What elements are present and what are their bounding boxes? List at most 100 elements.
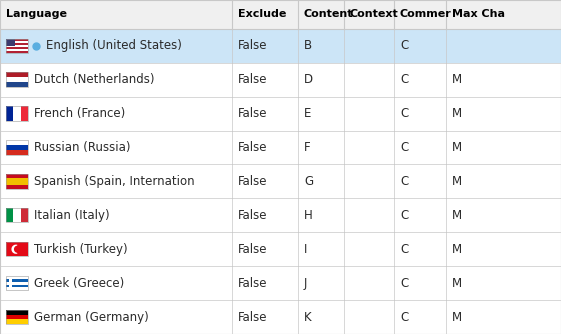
- Bar: [6, 49, 28, 51]
- Bar: [6, 276, 28, 290]
- Text: C: C: [400, 277, 408, 290]
- Bar: [0, 63, 561, 97]
- Text: C: C: [400, 209, 408, 222]
- Text: B: B: [304, 39, 312, 52]
- Text: M: M: [452, 107, 462, 120]
- Text: False: False: [238, 141, 268, 154]
- Bar: [6, 279, 28, 282]
- Bar: [6, 276, 15, 290]
- Text: G: G: [304, 175, 313, 188]
- Text: M: M: [452, 73, 462, 86]
- Bar: [6, 51, 28, 53]
- Text: M: M: [452, 243, 462, 256]
- Text: I: I: [304, 243, 307, 256]
- Bar: [6, 285, 15, 288]
- Circle shape: [14, 245, 21, 253]
- Text: C: C: [400, 141, 408, 154]
- Bar: [0, 198, 561, 232]
- Bar: [6, 82, 28, 87]
- Text: French (France): French (France): [34, 107, 125, 120]
- Bar: [6, 310, 28, 324]
- Bar: [6, 282, 15, 285]
- Bar: [6, 49, 28, 51]
- Text: C: C: [400, 243, 408, 256]
- Bar: [6, 150, 28, 155]
- Bar: [6, 45, 28, 47]
- Text: M: M: [452, 277, 462, 290]
- Text: Commer: Commer: [400, 9, 452, 19]
- Bar: [6, 140, 28, 155]
- Bar: [6, 72, 28, 87]
- Bar: [6, 279, 15, 282]
- Bar: [6, 41, 28, 43]
- Text: Italian (Italy): Italian (Italy): [34, 209, 109, 222]
- Text: False: False: [238, 175, 268, 188]
- Text: Language: Language: [6, 9, 67, 19]
- Bar: [6, 242, 28, 257]
- Text: Context: Context: [350, 9, 399, 19]
- Text: False: False: [238, 277, 268, 290]
- Bar: [6, 208, 28, 222]
- Bar: [6, 282, 15, 285]
- Text: English (United States): English (United States): [46, 39, 182, 52]
- Text: C: C: [400, 39, 408, 52]
- Bar: [6, 282, 15, 285]
- Bar: [0, 131, 561, 164]
- Bar: [6, 288, 28, 290]
- Bar: [6, 276, 15, 279]
- Text: H: H: [304, 209, 312, 222]
- Text: False: False: [238, 73, 268, 86]
- Bar: [9, 276, 12, 290]
- Text: Content: Content: [304, 9, 353, 19]
- Text: M: M: [452, 175, 462, 188]
- Bar: [6, 282, 28, 285]
- Bar: [6, 38, 28, 53]
- Bar: [6, 285, 28, 288]
- Bar: [0, 0, 561, 29]
- Text: Russian (Russia): Russian (Russia): [34, 141, 131, 154]
- Text: Max Cha: Max Cha: [452, 9, 505, 19]
- Text: False: False: [238, 39, 268, 52]
- Text: E: E: [304, 107, 311, 120]
- Text: F: F: [304, 141, 311, 154]
- Text: Greek (Greece): Greek (Greece): [34, 277, 124, 290]
- Bar: [0, 266, 561, 300]
- Text: C: C: [400, 175, 408, 188]
- Bar: [6, 72, 28, 87]
- Bar: [6, 45, 28, 47]
- Bar: [0, 29, 561, 63]
- Bar: [0, 164, 561, 198]
- Bar: [9, 276, 12, 290]
- Bar: [6, 47, 28, 49]
- Bar: [6, 145, 28, 150]
- Wedge shape: [11, 244, 17, 254]
- Text: German (Germany): German (Germany): [34, 311, 149, 324]
- Text: M: M: [452, 141, 462, 154]
- Bar: [6, 288, 15, 290]
- Bar: [6, 242, 28, 257]
- Bar: [0, 300, 561, 334]
- Bar: [6, 208, 28, 222]
- Bar: [6, 310, 28, 324]
- Text: False: False: [238, 209, 268, 222]
- Text: D: D: [304, 73, 313, 86]
- Text: Dutch (Netherlands): Dutch (Netherlands): [34, 73, 154, 86]
- Text: M: M: [452, 209, 462, 222]
- Bar: [6, 319, 28, 324]
- Text: J: J: [304, 277, 307, 290]
- Bar: [0, 232, 561, 266]
- Bar: [6, 276, 28, 279]
- Bar: [21, 208, 28, 222]
- Bar: [6, 174, 28, 189]
- Text: K: K: [304, 311, 311, 324]
- Text: False: False: [238, 311, 268, 324]
- Text: M: M: [452, 311, 462, 324]
- Bar: [6, 178, 28, 185]
- Bar: [6, 77, 28, 82]
- Bar: [13, 106, 21, 121]
- Text: False: False: [238, 107, 268, 120]
- Bar: [6, 38, 28, 53]
- Bar: [6, 38, 15, 46]
- Text: C: C: [400, 107, 408, 120]
- Text: False: False: [238, 243, 268, 256]
